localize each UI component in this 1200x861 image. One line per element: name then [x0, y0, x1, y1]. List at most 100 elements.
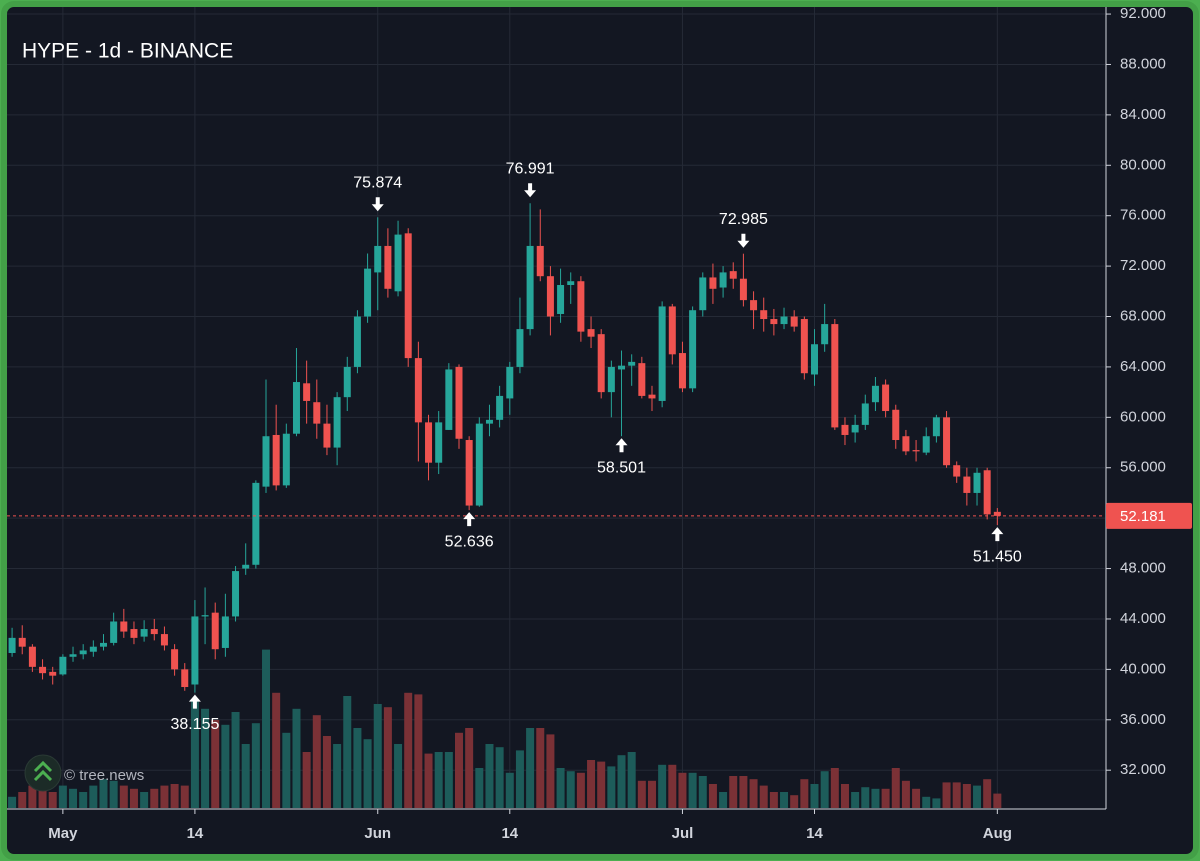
- candle-body: [353, 316, 361, 367]
- annotation-arrow: [463, 512, 476, 527]
- volume-bar: [668, 764, 677, 808]
- volume-bar: [89, 785, 98, 808]
- candle-body: [648, 394, 656, 399]
- candle-body: [333, 397, 341, 448]
- candle-body: [973, 472, 981, 493]
- volume-bar: [404, 692, 413, 808]
- candle-body: [425, 422, 433, 463]
- candle-body: [475, 423, 483, 506]
- annotation-label: 52.636: [445, 533, 494, 550]
- volume-bar: [688, 772, 697, 808]
- annotation-label: 38.155: [170, 716, 219, 733]
- candle-body: [943, 417, 951, 466]
- y-tick-label: 44.000: [1120, 610, 1166, 627]
- candle-body: [668, 306, 676, 355]
- volume-bar: [719, 792, 728, 808]
- candle-body: [221, 616, 229, 648]
- candle-body: [364, 268, 372, 317]
- volume-bar: [109, 780, 118, 808]
- volume-bar: [201, 708, 210, 808]
- annotation-arrow: [991, 527, 1004, 542]
- volume-bar: [8, 796, 17, 808]
- candle-body: [536, 245, 544, 277]
- x-tick-label: 14: [501, 825, 518, 842]
- volume-bar: [556, 768, 565, 808]
- volume-bar: [698, 776, 707, 808]
- volume-bar: [465, 728, 474, 808]
- grid: [7, 7, 1105, 808]
- volume-bar: [729, 776, 738, 808]
- candle-body: [658, 306, 666, 401]
- volume-bar: [48, 792, 57, 808]
- candle-body: [485, 419, 493, 424]
- candle-body: [678, 353, 686, 389]
- candle-body: [292, 382, 300, 434]
- volume-bar: [211, 720, 220, 808]
- volume-bar: [262, 649, 271, 808]
- candle-body: [232, 571, 240, 617]
- volume-bar: [38, 788, 47, 808]
- candle-body: [851, 424, 859, 433]
- volume-bar: [18, 792, 27, 808]
- candle-body: [628, 361, 636, 366]
- candle-body: [811, 344, 819, 375]
- volume-bar: [973, 785, 982, 808]
- volume-bar: [99, 779, 108, 808]
- candle-body: [882, 384, 890, 412]
- annotation-label: 75.874: [353, 175, 402, 192]
- candle-body: [841, 424, 849, 435]
- volume-bar: [119, 785, 128, 808]
- candle-body: [18, 637, 26, 647]
- candle-body: [912, 450, 920, 452]
- candle-body: [750, 300, 758, 311]
- candle-body: [567, 281, 575, 286]
- volume-bar: [282, 732, 291, 808]
- candle-body: [28, 646, 36, 667]
- volume-bar: [983, 779, 992, 808]
- candles: [7, 203, 1105, 693]
- candle-body: [99, 642, 107, 647]
- annotation-arrow: [371, 197, 384, 212]
- last-price-label: 52.181: [1120, 508, 1166, 525]
- volume-bar: [952, 782, 961, 808]
- candle-body: [79, 650, 87, 655]
- volume-bar: [383, 707, 392, 808]
- candle-body: [516, 329, 524, 367]
- candle-body: [313, 402, 321, 424]
- candle-body: [39, 666, 47, 674]
- candle-body: [902, 436, 910, 452]
- candle-body: [414, 358, 422, 423]
- volume-bar: [607, 766, 616, 808]
- candle-body: [343, 366, 351, 398]
- candle-body: [983, 470, 991, 515]
- candle-body: [404, 233, 412, 359]
- y-tick-label: 68.000: [1120, 307, 1166, 324]
- candle-body: [800, 319, 808, 374]
- candle-body: [384, 245, 392, 289]
- candle-body: [607, 366, 615, 393]
- volume-bar: [769, 792, 778, 808]
- candle-body: [618, 365, 626, 370]
- candle-body: [323, 423, 331, 448]
- candle-body: [59, 656, 67, 675]
- y-tick-label: 92.000: [1120, 5, 1166, 22]
- volume-bar: [475, 768, 484, 808]
- volume-bar: [69, 788, 78, 808]
- candle-body: [719, 272, 727, 288]
- volume-bar: [170, 784, 179, 808]
- candle-body: [252, 482, 260, 565]
- volume-bar: [495, 747, 504, 808]
- volume-bar: [526, 728, 535, 808]
- volume-bar: [851, 792, 860, 808]
- x-tick-label: Aug: [983, 825, 1012, 842]
- volume-bar: [800, 779, 809, 808]
- volume-bar: [739, 776, 748, 808]
- candle-body: [201, 615, 209, 617]
- volume-bar: [312, 715, 321, 808]
- candle-body: [282, 433, 290, 486]
- candle-body: [963, 476, 971, 493]
- y-tick-label: 80.000: [1120, 156, 1166, 173]
- candle-body: [496, 395, 504, 420]
